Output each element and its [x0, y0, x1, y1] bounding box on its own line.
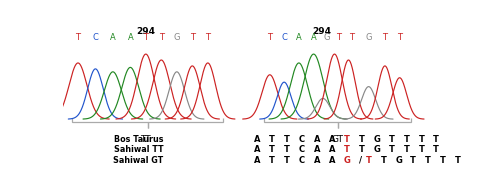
Text: Sahiwal TT: Sahiwal TT: [114, 145, 163, 154]
Text: G: G: [374, 145, 380, 154]
Text: T: T: [404, 145, 409, 154]
Text: T: T: [404, 135, 409, 144]
Text: T: T: [284, 135, 290, 144]
Text: T: T: [268, 33, 272, 42]
Text: Bos Taurus: Bos Taurus: [114, 135, 163, 144]
Text: G: G: [366, 33, 372, 42]
Text: A: A: [254, 135, 261, 144]
Text: A: A: [329, 135, 336, 144]
Text: T: T: [284, 156, 290, 165]
Text: G: G: [374, 135, 380, 144]
Text: 294: 294: [136, 27, 156, 36]
Text: T: T: [144, 33, 148, 42]
Text: A: A: [329, 145, 336, 154]
Text: T: T: [269, 135, 275, 144]
Text: T: T: [388, 135, 394, 144]
Text: T: T: [366, 156, 372, 165]
Text: T: T: [440, 156, 446, 165]
Text: G: G: [174, 33, 180, 42]
Text: T: T: [418, 135, 424, 144]
Text: T: T: [380, 156, 386, 165]
Text: T: T: [410, 156, 416, 165]
Text: T: T: [348, 33, 354, 42]
Text: T: T: [455, 156, 461, 165]
Text: A: A: [254, 145, 261, 154]
Text: T: T: [418, 145, 424, 154]
Text: T: T: [269, 156, 275, 165]
Text: A: A: [314, 156, 320, 165]
Text: T: T: [269, 145, 275, 154]
Text: T: T: [397, 33, 402, 42]
Text: C: C: [299, 145, 305, 154]
Text: /: /: [358, 156, 362, 165]
Text: G: G: [324, 33, 330, 42]
Text: A: A: [254, 156, 261, 165]
Text: G: G: [344, 156, 350, 165]
Text: TT: TT: [140, 135, 151, 144]
Text: T: T: [336, 33, 341, 42]
Text: T: T: [206, 33, 210, 42]
Text: A: A: [329, 156, 336, 165]
Text: T: T: [358, 135, 364, 144]
Text: T: T: [344, 135, 350, 144]
Text: T: T: [358, 145, 364, 154]
Text: A: A: [128, 33, 133, 42]
Text: Sahiwal GT: Sahiwal GT: [113, 156, 163, 165]
Text: G: G: [396, 156, 402, 165]
Text: T: T: [344, 145, 350, 154]
Text: A: A: [296, 33, 302, 42]
Text: T: T: [76, 33, 80, 42]
Text: A: A: [310, 33, 316, 42]
Text: A: A: [314, 145, 320, 154]
Text: A: A: [110, 33, 116, 42]
Text: C: C: [92, 33, 98, 42]
Text: T: T: [284, 145, 290, 154]
Text: C: C: [299, 156, 305, 165]
Text: T: T: [159, 33, 164, 42]
Text: GT: GT: [332, 135, 344, 144]
Text: T: T: [434, 135, 439, 144]
Text: T: T: [388, 145, 394, 154]
Text: T: T: [434, 145, 439, 154]
Text: C: C: [299, 135, 305, 144]
Text: A: A: [314, 135, 320, 144]
Text: C: C: [281, 33, 287, 42]
Text: T: T: [425, 156, 431, 165]
Text: T: T: [382, 33, 386, 42]
Text: T: T: [190, 33, 195, 42]
Text: 294: 294: [312, 27, 332, 36]
